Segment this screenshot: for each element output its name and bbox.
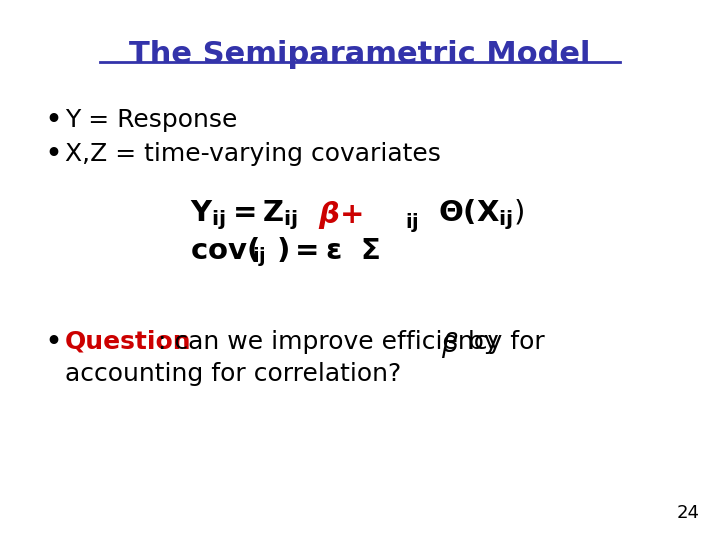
Text: 24: 24 [677, 504, 700, 522]
Text: $\mathbf{)=\varepsilon\ \ \Sigma}$: $\mathbf{)=\varepsilon\ \ \Sigma}$ [276, 235, 380, 265]
Text: X,Z = time-varying covariates: X,Z = time-varying covariates [65, 142, 441, 166]
Text: •: • [45, 142, 61, 166]
Text: Question: Question [65, 330, 192, 354]
Text: by: by [460, 330, 499, 354]
Text: $\beta$: $\beta$ [441, 330, 459, 360]
Text: •: • [45, 108, 61, 132]
Text: $\mathbf{cov(}$: $\mathbf{cov(}$ [190, 235, 259, 265]
Text: $\mathbf{ij}$: $\mathbf{ij}$ [405, 211, 419, 233]
Text: $\mathbf{ij}$: $\mathbf{ij}$ [252, 246, 266, 268]
Text: The Semiparametric Model: The Semiparametric Model [130, 40, 590, 69]
Text: $\mathbf{Y_{ij}=Z_{ij}}$: $\mathbf{Y_{ij}=Z_{ij}}$ [190, 198, 298, 232]
Text: : can we improve efficiency for: : can we improve efficiency for [158, 330, 553, 354]
Text: •: • [45, 330, 61, 354]
Text: $\mathbf{\Theta(X_{ij}}$): $\mathbf{\Theta(X_{ij}}$) [438, 198, 524, 232]
Text: $\boldsymbol{\beta}$+: $\boldsymbol{\beta}$+ [318, 199, 363, 231]
Text: accounting for correlation?: accounting for correlation? [65, 362, 401, 386]
Text: Y = Response: Y = Response [65, 108, 238, 132]
